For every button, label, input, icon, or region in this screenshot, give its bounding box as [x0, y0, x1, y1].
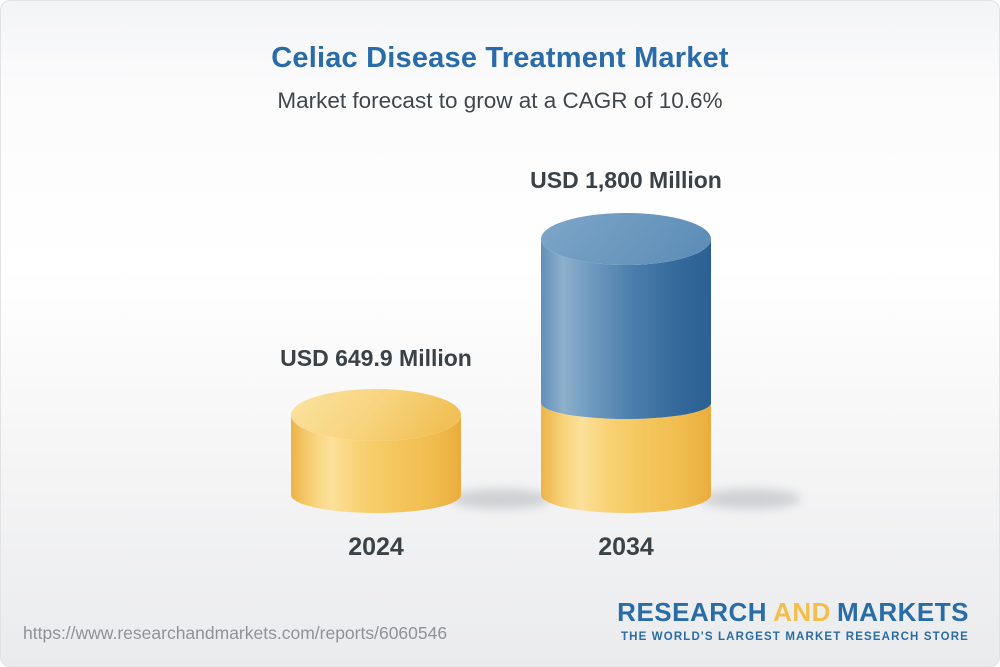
- chart-subtitle: Market forecast to grow at a CAGR of 10.…: [277, 88, 723, 113]
- bar-2034-growth-segment: [541, 239, 711, 419]
- cylinder-bar-chart: [291, 213, 801, 513]
- research-and-markets-logo: RESEARCH AND MARKETS THE WORLD'S LARGEST M…: [617, 597, 969, 643]
- bar-value-label-2034: USD 1,800 Million: [530, 167, 722, 193]
- bar-2024-top: [291, 389, 461, 441]
- report-url: https://www.researchandmarkets.com/repor…: [23, 623, 448, 643]
- bar-2034-base-segment: [541, 403, 711, 513]
- logo-word-and: AND: [773, 597, 831, 627]
- chart-title: Celiac Disease Treatment Market: [271, 42, 729, 74]
- bar-2034-cylinder: [541, 213, 711, 513]
- logo-word-research: RESEARCH: [617, 597, 768, 627]
- bar-2024-shadow: [451, 489, 551, 509]
- logo-word-markets: MARKETS: [836, 597, 969, 627]
- x-axis-label-2034: 2034: [598, 533, 654, 561]
- x-axis-label-2024: 2024: [348, 533, 404, 561]
- logo-tagline: THE WORLD'S LARGEST MARKET RESEARCH STOR…: [620, 631, 969, 643]
- bar-2024-cylinder: [291, 389, 461, 513]
- bar-2024-body: [291, 415, 461, 513]
- bar-2034-top: [541, 213, 711, 265]
- logo-wordmark: RESEARCH AND MARKETS: [617, 597, 969, 628]
- bar-2034-shadow: [701, 489, 801, 509]
- bar-value-label-2024: USD 649.9 Million: [280, 345, 472, 371]
